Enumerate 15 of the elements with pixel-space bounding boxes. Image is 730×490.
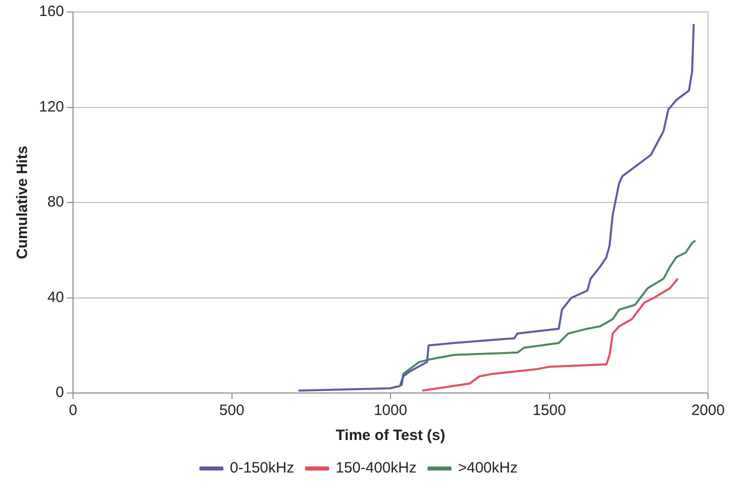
x-tick-label: 1500 — [532, 402, 566, 420]
y-tick-label: 80 — [47, 194, 64, 211]
x-tick-label: 500 — [219, 402, 244, 420]
y-tick-label: 0 — [56, 384, 64, 402]
legend-label: >400kHz — [458, 460, 518, 477]
x-tick-label: 0 — [68, 402, 78, 420]
legend-label: 150-400kHz — [336, 460, 416, 477]
x-tick-label: 2000 — [691, 402, 725, 420]
x-axis-title: Time of Test (s) — [336, 427, 446, 444]
y-axis-title: Cumulative Hits — [14, 146, 32, 260]
y-tick-label: 160 — [38, 3, 64, 20]
x-tick-label: 1000 — [374, 402, 408, 420]
y-tick-label: 120 — [38, 98, 64, 116]
y-tick-label: 40 — [47, 288, 64, 306]
legend-label: 0-150kHz — [230, 460, 294, 477]
